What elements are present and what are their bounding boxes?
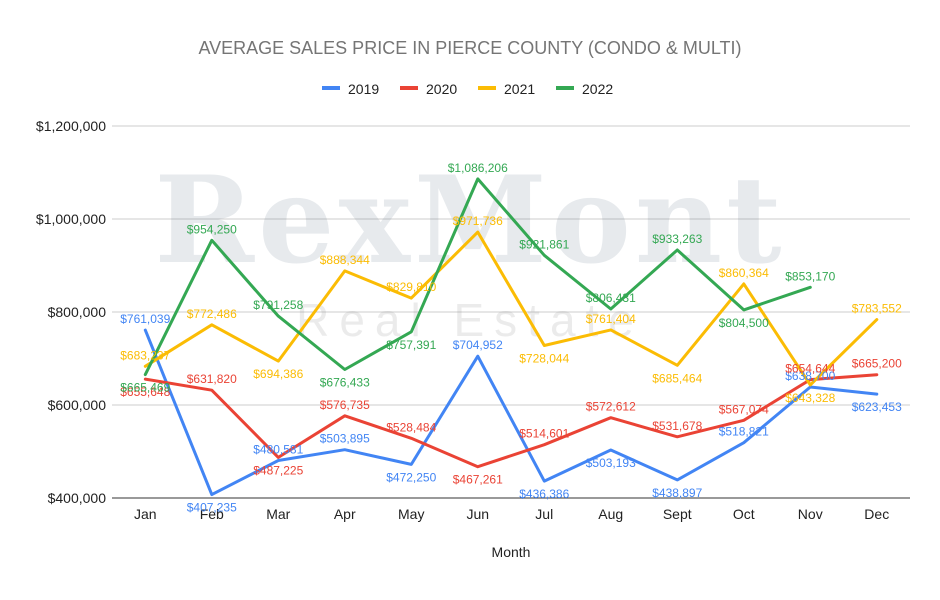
series-line-2020 — [143, 373, 879, 469]
data-label-2021: $643,328 — [785, 391, 835, 405]
data-label-2022: $853,170 — [785, 269, 835, 283]
data-label-2019: $704,952 — [453, 338, 503, 352]
y-axis: $400,000 $600,000 $800,000 $1,000,000 $1,200… — [36, 118, 106, 506]
data-label-2022: $954,250 — [187, 222, 237, 236]
x-tick-label: Aug — [598, 506, 623, 522]
legend-label: 2022 — [582, 81, 613, 97]
data-label-2022: $933,263 — [652, 232, 702, 246]
x-tick-label: Jan — [134, 506, 157, 522]
x-tick-label: Apr — [334, 506, 356, 522]
data-label-2019: $407,235 — [187, 501, 237, 515]
data-labels: $761,039 $407,235 $480,581 $503,895 $472,250… — [120, 161, 902, 515]
data-label-2020: $654,644 — [785, 362, 835, 376]
data-label-2020: $531,678 — [652, 419, 702, 433]
x-tick-label: Sept — [663, 506, 692, 522]
data-label-2021: $772,486 — [187, 307, 237, 321]
legend-swatch — [556, 86, 574, 90]
y-tick-label: $600,000 — [48, 397, 107, 413]
data-label-2022: $791,258 — [253, 298, 303, 312]
data-label-2022: $1,086,206 — [448, 161, 508, 175]
legend-label: 2020 — [426, 81, 457, 97]
data-label-2021: $971,736 — [453, 214, 503, 228]
data-label-2019: $503,193 — [586, 456, 636, 470]
x-axis: Jan Feb Mar Apr May Jun Jul Aug Sept Oct Nov Dec — [134, 506, 889, 522]
x-tick-label: May — [398, 506, 424, 522]
series-line-2019 — [143, 328, 879, 497]
data-label-2019: $761,039 — [120, 312, 170, 326]
data-label-2021: $783,552 — [852, 302, 902, 316]
watermark: RexMont Real Estate — [154, 150, 785, 346]
x-tick-label: Dec — [864, 506, 889, 522]
data-label-2021: $860,364 — [719, 266, 769, 280]
data-label-2022: $921,861 — [519, 237, 569, 251]
data-label-2022: $806,431 — [586, 291, 636, 305]
y-tick-label: $1,200,000 — [36, 118, 106, 134]
data-label-2021: $728,044 — [519, 351, 569, 365]
legend-swatch — [322, 86, 340, 90]
data-label-2020: $467,261 — [453, 473, 503, 487]
x-tick-label: Nov — [798, 506, 823, 522]
data-label-2019: $436,386 — [519, 487, 569, 501]
data-label-2020: $572,612 — [586, 400, 636, 414]
y-tick-label: $1,000,000 — [36, 211, 106, 227]
data-label-2022: $676,433 — [320, 375, 370, 389]
legend-item: 2019 — [322, 81, 379, 97]
data-label-2020: $576,735 — [320, 398, 370, 412]
data-label-2019: $623,453 — [852, 400, 902, 414]
data-label-2022: $757,391 — [386, 338, 436, 352]
legend: 2019 2020 2021 2022 — [322, 81, 613, 97]
y-tick-label: $800,000 — [48, 304, 107, 320]
data-label-2021: $761,404 — [586, 312, 636, 326]
data-label-2020: $655,648 — [120, 385, 170, 399]
legend-swatch — [478, 86, 496, 90]
x-tick-label: Mar — [266, 506, 290, 522]
y-tick-label: $400,000 — [48, 490, 107, 506]
data-label-2020: $631,820 — [187, 372, 237, 386]
data-label-2022: $665,469 — [120, 381, 170, 395]
data-label-2019: $472,250 — [386, 470, 436, 484]
legend-label: 2021 — [504, 81, 535, 97]
data-label-2022: $804,500 — [719, 316, 769, 330]
legend-item: 2021 — [478, 81, 535, 97]
legend-item: 2020 — [400, 81, 457, 97]
data-label-2019: $518,821 — [719, 425, 769, 439]
x-tick-label: Oct — [733, 506, 755, 522]
data-label-2020: $567,074 — [719, 402, 769, 416]
data-label-2021: $888,344 — [320, 253, 370, 267]
chart-title: AVERAGE SALES PRICE IN PIERCE COUNTY (CO… — [198, 38, 741, 58]
x-tick-label: Jun — [466, 506, 489, 522]
legend-label: 2019 — [348, 81, 379, 97]
data-label-2020: $528,484 — [386, 420, 436, 434]
data-label-2020: $487,225 — [253, 463, 303, 477]
x-tick-label: Jul — [535, 506, 553, 522]
data-label-2020: $665,200 — [852, 357, 902, 371]
data-label-2019: $438,897 — [652, 486, 702, 500]
data-label-2021: $694,386 — [253, 367, 303, 381]
series-line-2022 — [143, 177, 812, 377]
data-label-2021: $829,810 — [386, 280, 436, 294]
series-lines — [143, 177, 879, 497]
data-label-2019: $480,581 — [253, 443, 303, 457]
x-axis-label: Month — [492, 544, 531, 560]
gridlines — [112, 125, 910, 499]
data-label-2021: $685,464 — [652, 371, 702, 385]
data-label-2019: $503,895 — [320, 432, 370, 446]
data-label-2019: $638,700 — [785, 369, 835, 383]
data-label-2021: $683,237 — [120, 348, 170, 362]
legend-item: 2022 — [556, 81, 613, 97]
series-line-2021 — [143, 230, 879, 387]
legend-swatch — [400, 86, 418, 90]
watermark-brand: RexMont — [154, 150, 785, 291]
x-tick-label: Feb — [200, 506, 224, 522]
data-label-2020: $514,601 — [519, 427, 569, 441]
